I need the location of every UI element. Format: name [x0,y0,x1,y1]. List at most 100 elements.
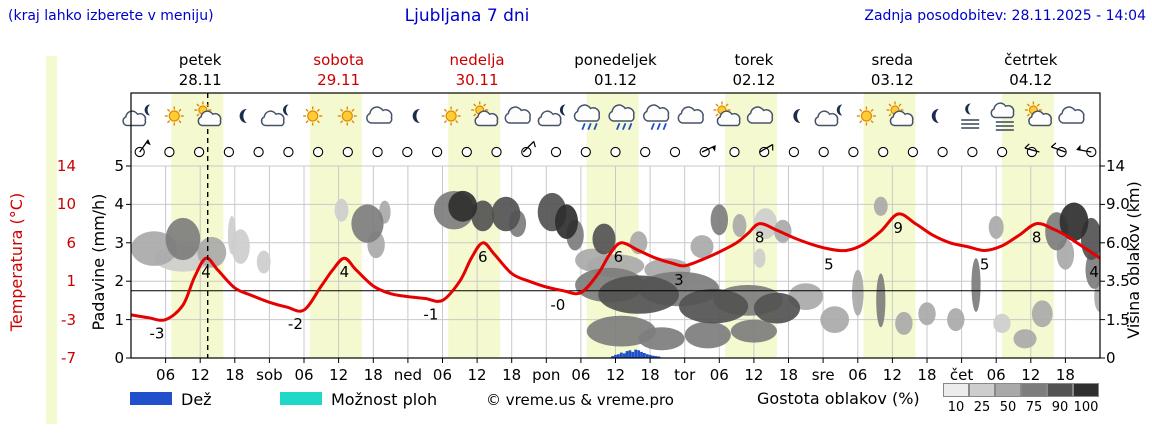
weather-icon-cloud-moon [260,104,289,127]
wind-calm-circle [848,146,859,158]
wind-calm-circle [996,146,1008,158]
weather-icon-sun-cloud [713,101,741,127]
wind-calm-circle [372,146,383,158]
wind-calm-circle [759,146,770,158]
day-name: četrtek [1004,51,1058,69]
weather-icon-cloud [366,106,393,124]
precipitation-axis-tick: 4 [114,195,124,214]
wind-barb-feather [1024,143,1030,149]
sun-icon [303,106,323,126]
cloud-height-axis-tick: 1.5 [1106,310,1130,329]
precipitation-axis-tick: 5 [114,157,124,175]
cloud-icon [716,110,741,127]
x-tick-label-18: 18 [502,366,522,384]
rain-drop-icon [628,123,633,130]
wind-barb-flag [712,145,716,152]
wind-barb-shaft [1051,146,1066,153]
x-tick-label-12: 12 [329,366,349,384]
day-header-nedelja: nedelja 30.11 [407,50,547,90]
x-tick-label-sre: sre [811,366,835,384]
wind-calm-circle [967,146,978,158]
day-header-sobota: sobota 29.11 [269,50,409,90]
cloud-height-axis-tick: 14 [1106,157,1126,175]
weather-icon-sun-cloud [886,101,914,127]
weather-icon-sun-cloud [1024,101,1052,127]
density-swatch-90 [1047,383,1073,397]
wind-barb-shaft [759,143,774,153]
page-title: Ljubljana 7 dni [404,6,530,26]
precipitation-axis-tick: 3 [114,233,124,252]
svg-text:-3: -3 [150,325,165,343]
wind-calm-circle [907,146,919,158]
svg-text:-0: -0 [550,296,565,314]
cloud-density-scale: 10 25 50 75 90 100 [943,383,1103,415]
showers-legend-swatch [280,392,322,405]
weather-icon-moon [793,109,801,123]
temperature-point-labels: -3 4 -2 4 -1 6 -0 6 3 8 5 9 5 8 4 [150,219,1099,343]
x-tick-label-čet: čet [949,366,974,384]
sun-icon [337,106,357,126]
weather-icon-fog-moon [961,103,980,129]
moon-icon [239,109,247,123]
svg-text:-1: -1 [423,305,438,323]
wind-barb-shaft [1024,147,1040,153]
weather-icon-cloud [1058,106,1085,124]
day-date: 30.11 [455,71,499,89]
rain-bars [611,349,661,358]
temperature-axis-tick: 14 [56,157,76,175]
cloud-icon [474,110,499,127]
wind-barb-shaft [522,140,535,153]
moon-icon [836,104,843,116]
weather-icons [122,101,1085,131]
svg-text:5: 5 [980,256,990,274]
temperature-axis-title: Temperatura (°C) [7,192,26,332]
wind-calm-circle [818,146,829,158]
wind-calm-circle [431,146,443,158]
wind-calm-circle [491,146,502,158]
rain-drop-icon [593,123,598,130]
wind-calm-circle [253,146,264,158]
svg-text:4: 4 [1089,263,1099,281]
moon-icon [793,109,801,123]
temperature-axis-tick: 1 [66,272,76,291]
temperature-axis-tick: -7 [61,349,76,367]
density-swatch-100 [1073,383,1099,397]
svg-text:8: 8 [755,229,765,247]
wind-calm-circle [223,146,235,158]
weather-icon-cloud [746,106,774,124]
density-value-90: 90 [1051,400,1069,415]
rain-drop-icon [581,123,586,130]
weather-icon-cloud [677,106,704,124]
svg-text:9: 9 [893,219,903,237]
moon-icon [144,104,151,116]
density-swatch-10 [943,383,969,397]
day-name: torek [734,51,774,69]
wind-calm-circle [788,146,800,158]
cloud-height-axis-tick: 0 [1106,349,1116,367]
cloud-icon [197,110,222,127]
weather-icon-fog [990,102,1015,131]
wind-symbols [134,139,1097,158]
cloud-icon [366,106,393,124]
cloud-icon [889,110,914,127]
x-tick-label-06: 06 [709,366,729,384]
day-name: ponedeljek [574,51,657,69]
last-update: Zadnja posodobitev: 28.11.2025 - 14:04 [864,8,1146,24]
temperature-axis-tick: -3 [61,310,76,329]
day-header-četrtek: četrtek 04.12 [961,50,1101,90]
sun-icon [471,101,489,119]
wind-calm-circle [342,146,353,158]
copyright-link[interactable]: © vreme.us & vreme.pro [486,391,674,409]
temperature-curve [131,212,1100,322]
wind-calm-circle [729,146,740,158]
wind-calm-circle [640,146,651,158]
x-tick-label-tor: tor [674,366,696,384]
cloud-icon [608,104,635,122]
x-tick-label-18: 18 [778,366,799,384]
x-tick-label-12: 12 [1021,366,1041,384]
weather-icon-sun [337,106,357,126]
wind-calm-circle [669,146,681,158]
x-tick-label-06: 06 [432,366,452,384]
x-tick-label-06: 06 [986,366,1006,384]
